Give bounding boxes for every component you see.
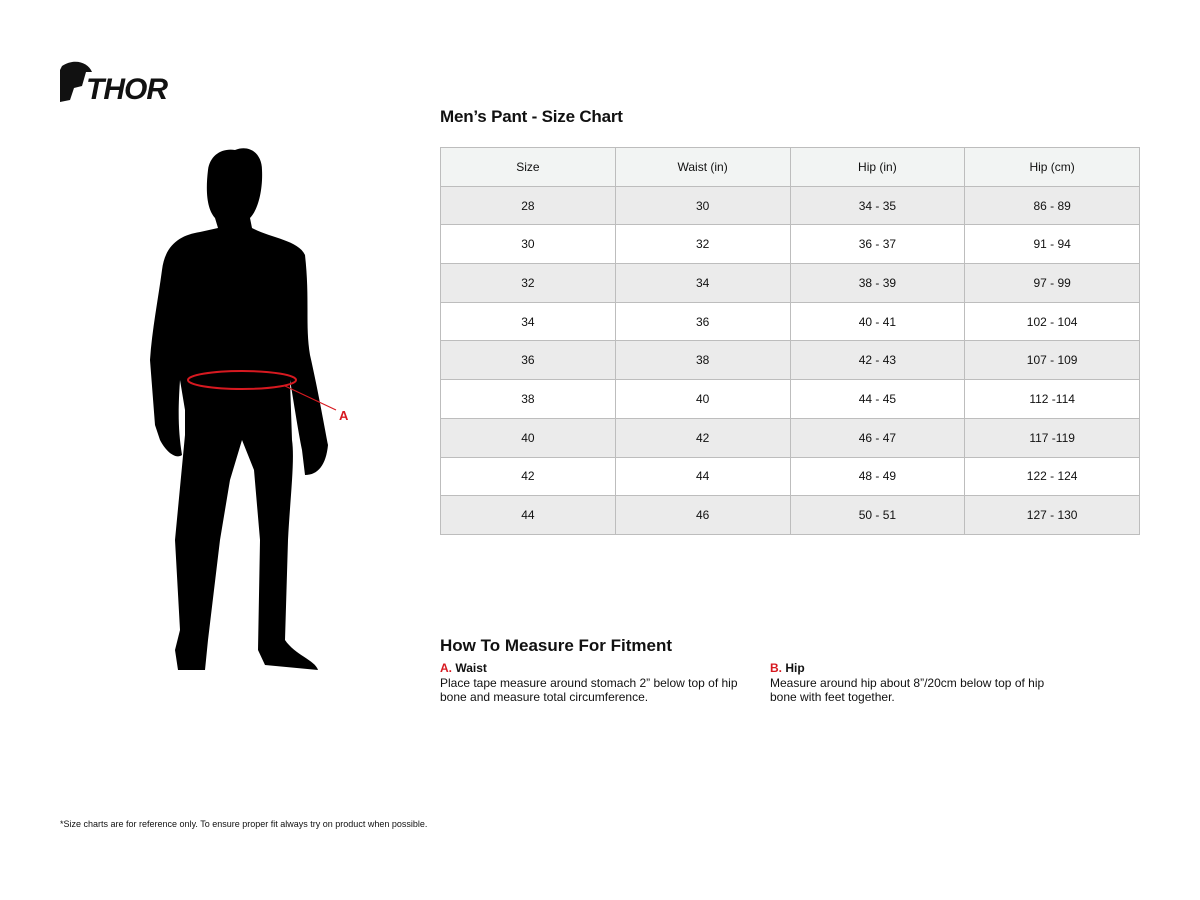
table-cell: 32 xyxy=(440,263,616,303)
table-cell: 38 xyxy=(614,340,791,381)
table-cell: 38 xyxy=(440,379,616,419)
table-row: 34 36 40 - 41 102 - 104 xyxy=(440,301,1140,342)
table-row: 28 30 34 - 35 86 - 89 xyxy=(440,185,1140,226)
table-cell: 86 - 89 xyxy=(964,185,1140,226)
table-row: 38 40 44 - 45 112 -114 xyxy=(440,379,1140,419)
thor-logo: THOR xyxy=(60,61,169,106)
table-cell: 42 - 43 xyxy=(789,340,966,381)
table-row: 36 38 42 - 43 107 - 109 xyxy=(440,340,1140,381)
table-cell: 42 xyxy=(614,417,791,458)
column-header: Size xyxy=(440,147,616,187)
item-text: Measure around hip about 8”/20cm below t… xyxy=(770,675,1045,705)
table-cell: 36 xyxy=(440,340,616,381)
item-name: Hip xyxy=(785,661,805,675)
table-cell: 44 xyxy=(614,456,791,497)
item-letter: A. xyxy=(440,661,452,675)
table-cell: 40 - 41 xyxy=(789,301,966,342)
table-cell: 40 xyxy=(440,417,616,458)
table-cell: 36 xyxy=(614,301,791,342)
size-chart-table: Size Waist (in) Hip (in) Hip (cm) 28 30 34 - … xyxy=(440,147,1140,535)
table-cell: 102 - 104 xyxy=(964,301,1140,342)
table-cell: 97 - 99 xyxy=(964,263,1140,303)
footnote: *Size charts are for reference only. To … xyxy=(60,819,428,829)
table-cell: 34 xyxy=(440,301,616,342)
table-cell: 46 - 47 xyxy=(789,417,966,458)
table-header-row: Size Waist (in) Hip (in) Hip (cm) xyxy=(440,147,1140,187)
table-cell: 42 xyxy=(440,456,616,497)
column-header: Waist (in) xyxy=(614,147,791,187)
table-cell: 50 - 51 xyxy=(789,495,966,535)
table-row: 32 34 38 - 39 97 - 99 xyxy=(440,263,1140,303)
hip-instructions: B. Hip Measure around hip about 8”/20cm … xyxy=(770,661,1070,705)
table-row: 44 46 50 - 51 127 - 130 xyxy=(440,495,1140,535)
svg-text:THOR: THOR xyxy=(86,73,168,106)
table-row: 30 32 36 - 37 91 - 94 xyxy=(440,224,1140,265)
table-cell: 48 - 49 xyxy=(789,456,966,497)
marker-a-label: A xyxy=(339,408,349,423)
table-cell: 38 - 39 xyxy=(789,263,966,303)
column-header: Hip (cm) xyxy=(964,147,1140,187)
table-cell: 91 - 94 xyxy=(964,224,1140,265)
column-header: Hip (in) xyxy=(789,147,966,187)
waist-instructions: A. Waist Place tape measure around stoma… xyxy=(440,661,740,705)
table-cell: 34 xyxy=(614,263,791,303)
table-cell: 32 xyxy=(614,224,791,265)
item-letter: B. xyxy=(770,661,782,675)
howto-title: How To Measure For Fitment xyxy=(440,636,673,655)
table-cell: 44 xyxy=(440,495,616,535)
table-cell: 30 xyxy=(440,224,616,265)
table-cell: 46 xyxy=(614,495,791,535)
item-text: Place tape measure around stomach 2” bel… xyxy=(440,675,738,705)
table-cell: 28 xyxy=(440,185,616,226)
table-cell: 127 - 130 xyxy=(964,495,1140,535)
table-cell: 107 - 109 xyxy=(964,340,1140,381)
table-cell: 112 -114 xyxy=(964,379,1140,419)
table-cell: 117 -119 xyxy=(964,417,1140,458)
table-cell: 36 - 37 xyxy=(789,224,966,265)
table-cell: 122 - 124 xyxy=(964,456,1140,497)
table-cell: 30 xyxy=(614,185,791,226)
table-cell: 40 xyxy=(614,379,791,419)
page-title: Men’s Pant - Size Chart xyxy=(440,107,623,126)
table-row: 40 42 46 - 47 117 -119 xyxy=(440,417,1140,458)
table-cell: 34 - 35 xyxy=(789,185,966,226)
table-row: 42 44 48 - 49 122 - 124 xyxy=(440,456,1140,497)
item-name: Waist xyxy=(455,661,487,675)
body-silhouette: A xyxy=(150,148,349,671)
table-cell: 44 - 45 xyxy=(789,379,966,419)
